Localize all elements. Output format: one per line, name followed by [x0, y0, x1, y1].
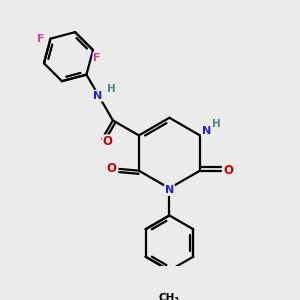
Text: O: O: [224, 164, 234, 177]
Text: N: N: [93, 91, 103, 101]
Text: O: O: [103, 135, 113, 148]
Text: N: N: [202, 126, 211, 136]
Text: F: F: [94, 53, 101, 63]
Text: H: H: [106, 84, 115, 94]
Text: N: N: [165, 185, 174, 195]
Text: F: F: [37, 34, 44, 44]
Text: H: H: [212, 119, 221, 129]
Text: CH₃: CH₃: [159, 292, 180, 300]
Text: O: O: [107, 162, 117, 176]
